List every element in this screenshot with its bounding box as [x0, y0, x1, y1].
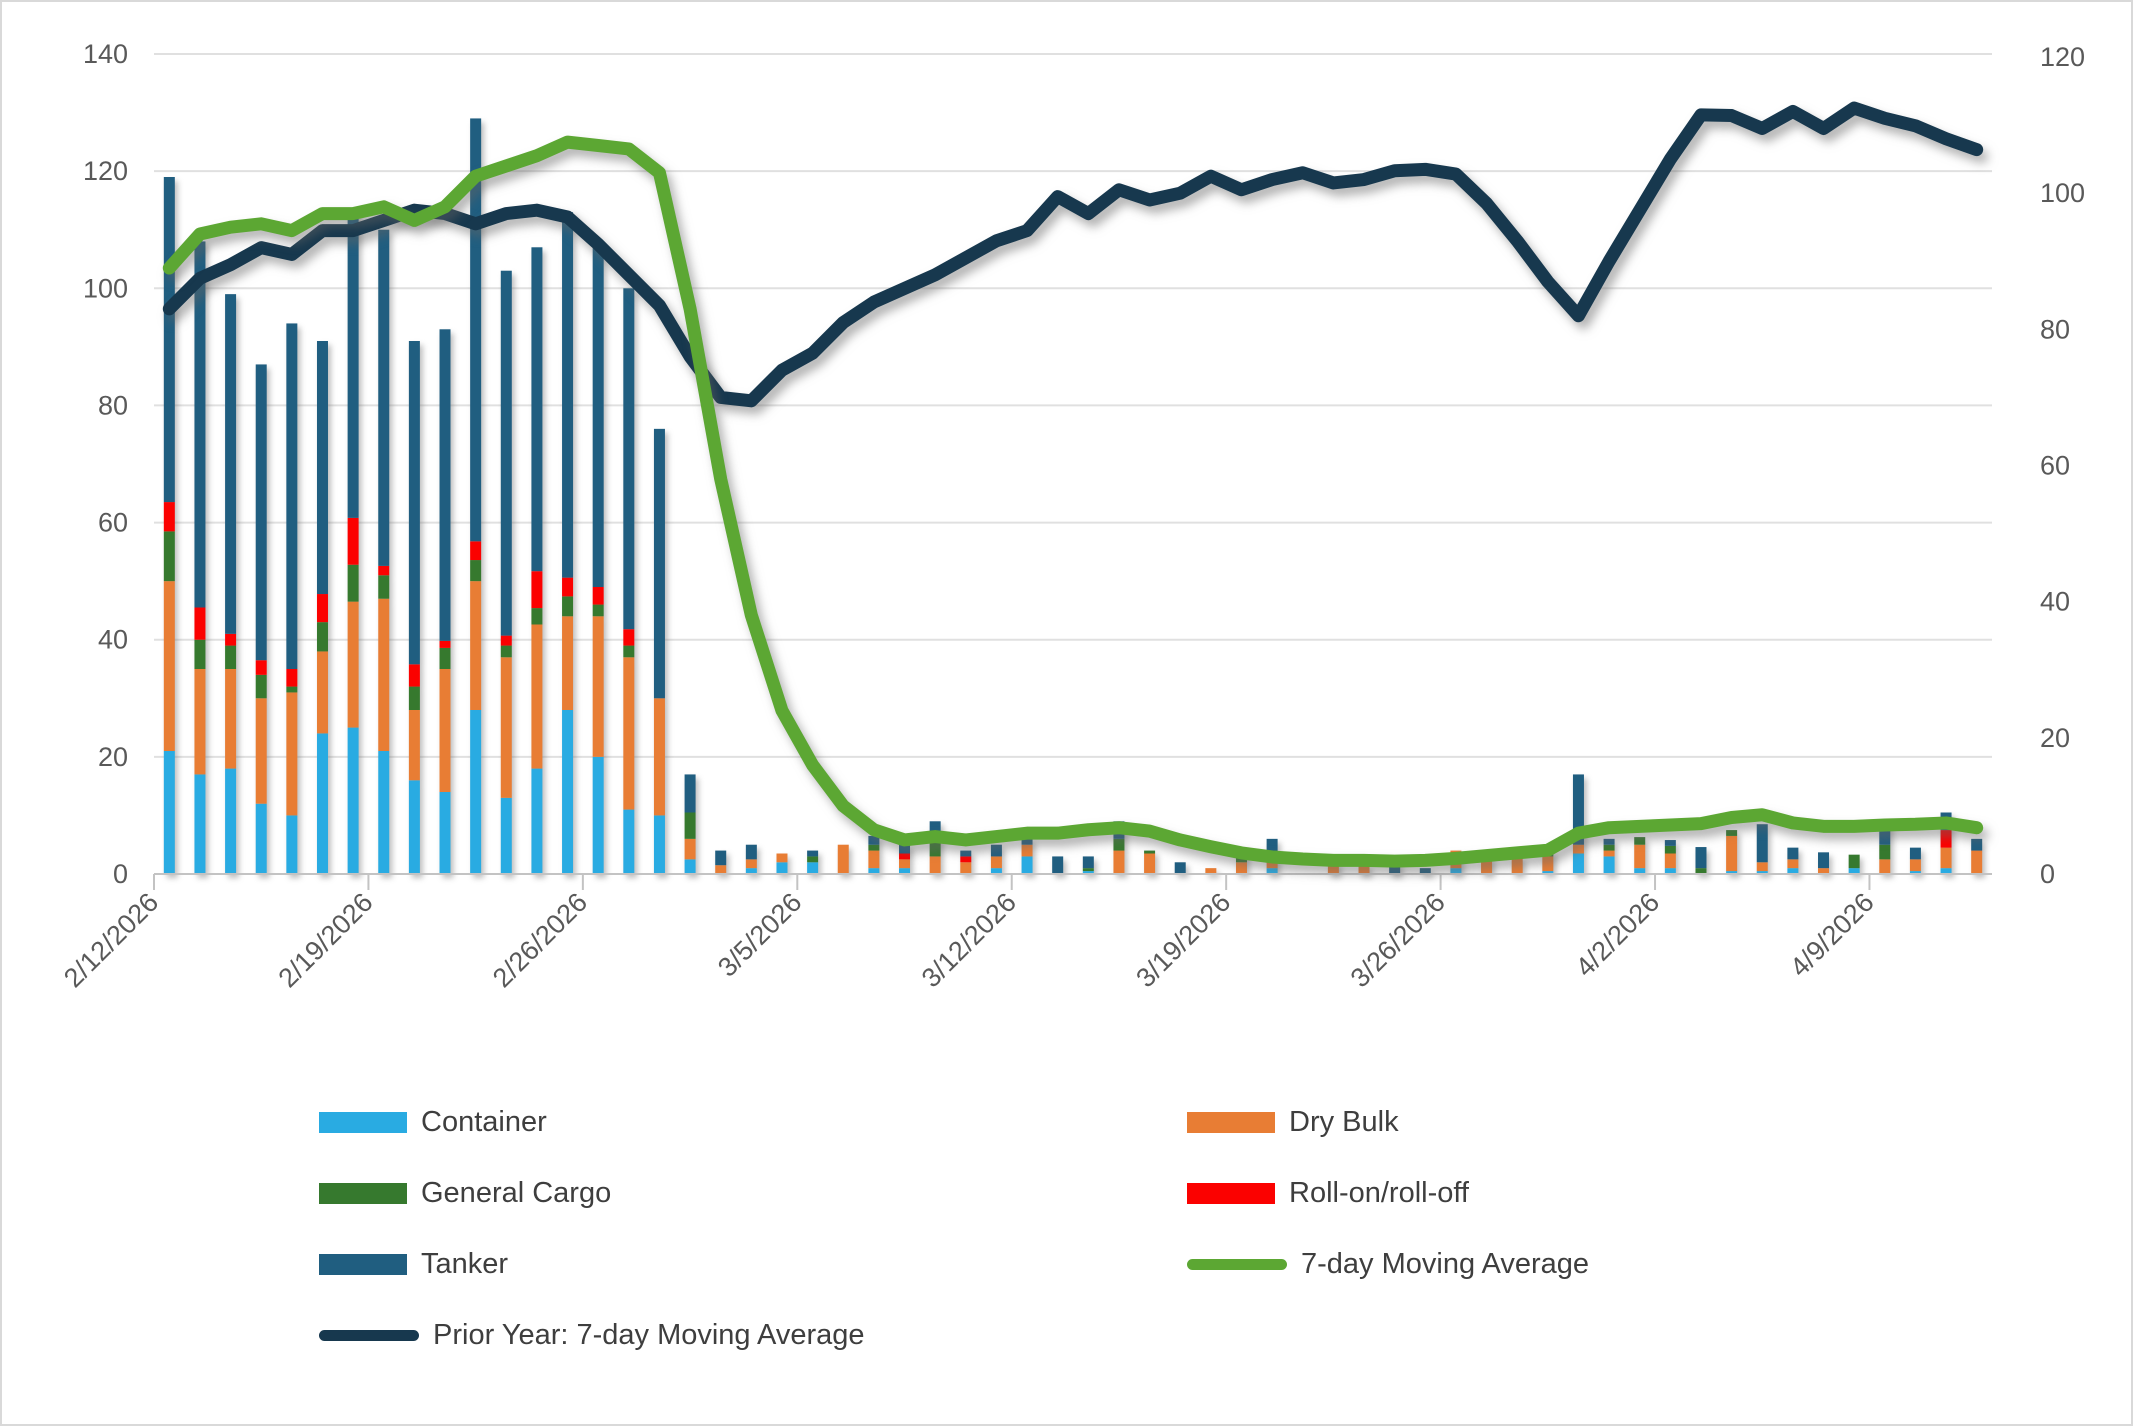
svg-text:3/26/2026: 3/26/2026	[1345, 887, 1451, 993]
tanker-swatch	[319, 1254, 407, 1275]
legend-item-prior-year-moving-average: Prior Year: 7-day Moving Average	[319, 1321, 1187, 1350]
roll-on-roll-off-swatch	[1187, 1183, 1275, 1204]
svg-text:2/26/2026: 2/26/2026	[487, 887, 593, 993]
legend-item-tanker: Tanker	[319, 1250, 1187, 1279]
general-cargo-swatch	[319, 1183, 407, 1204]
legend-label-general-cargo: General Cargo	[421, 1177, 612, 1209]
svg-text:20: 20	[98, 742, 128, 772]
svg-text:0: 0	[113, 859, 128, 889]
legend-item-dry-bulk: Dry Bulk	[1187, 1108, 1589, 1137]
legend-item-container: Container	[319, 1108, 1187, 1137]
svg-text:120: 120	[83, 156, 128, 186]
prior-year-moving-average-swatch	[319, 1330, 419, 1341]
svg-text:3/19/2026: 3/19/2026	[1130, 887, 1236, 993]
legend-label-container: Container	[421, 1106, 547, 1138]
svg-text:60: 60	[2040, 451, 2070, 481]
svg-text:4/2/2026: 4/2/2026	[1570, 887, 1666, 983]
legend-label-dry-bulk: Dry Bulk	[1289, 1106, 1399, 1138]
container-swatch	[319, 1112, 407, 1133]
legend-label-roll-on-roll-off: Roll-on/roll-off	[1289, 1177, 1469, 1209]
svg-text:140: 140	[83, 39, 128, 69]
svg-text:80: 80	[98, 390, 128, 420]
legend-item-roll-on-roll-off: Roll-on/roll-off	[1187, 1179, 1589, 1208]
legend: Container Dry Bulk General Cargo Roll-on…	[319, 1108, 1589, 1350]
legend-label-7-day-moving-average: 7-day Moving Average	[1301, 1248, 1590, 1280]
svg-text:100: 100	[83, 273, 128, 303]
svg-text:40: 40	[98, 625, 128, 655]
legend-label-prior-year-moving-average: Prior Year: 7-day Moving Average	[433, 1319, 865, 1351]
svg-text:2/19/2026: 2/19/2026	[273, 887, 379, 993]
svg-text:100: 100	[2040, 178, 2085, 208]
svg-text:60: 60	[98, 508, 128, 538]
legend-label-tanker: Tanker	[421, 1248, 509, 1280]
svg-text:80: 80	[2040, 314, 2070, 344]
svg-text:2/12/2026: 2/12/2026	[58, 887, 164, 993]
svg-text:120: 120	[2040, 42, 2085, 72]
legend-item-general-cargo: General Cargo	[319, 1179, 1187, 1208]
svg-text:20: 20	[2040, 723, 2070, 753]
svg-text:3/12/2026: 3/12/2026	[916, 887, 1022, 993]
svg-text:4/9/2026: 4/9/2026	[1784, 887, 1880, 983]
svg-text:0: 0	[2040, 859, 2055, 889]
svg-text:3/5/2026: 3/5/2026	[712, 887, 808, 983]
7-day-moving-average-swatch	[1187, 1259, 1287, 1270]
svg-text:40: 40	[2040, 587, 2070, 617]
dry-bulk-swatch	[1187, 1112, 1275, 1133]
legend-item-7-day-moving-average: 7-day Moving Average	[1187, 1250, 1589, 1279]
